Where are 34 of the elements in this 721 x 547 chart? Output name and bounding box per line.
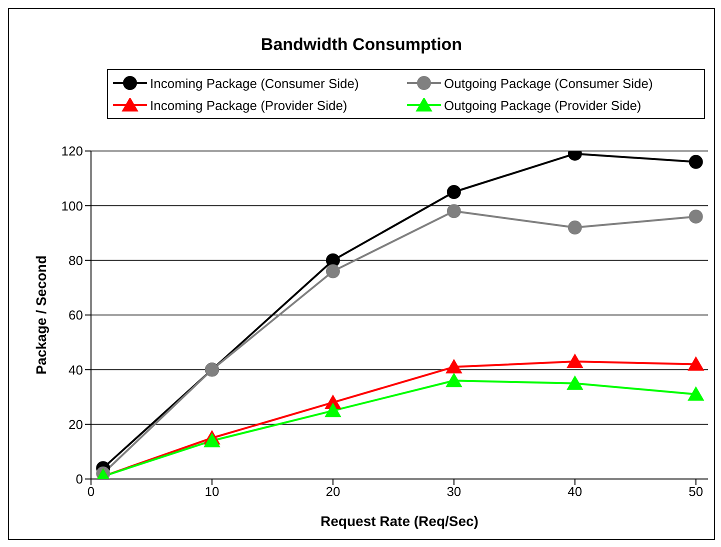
y-tick-label: 60 <box>68 308 83 323</box>
point <box>324 403 341 418</box>
x-tick-label: 30 <box>446 484 462 500</box>
x-tick-label: 20 <box>326 484 340 500</box>
point <box>446 373 462 388</box>
point <box>204 433 220 448</box>
legend-label: Incoming Package (Consumer Side) <box>150 76 359 90</box>
y-tick-label: 80 <box>68 252 83 268</box>
legend-label: Outgoing Package (Consumer Side) <box>444 76 653 90</box>
y-tick-label: 100 <box>61 198 83 214</box>
x-tick-label: 0 <box>87 484 95 500</box>
point <box>688 356 704 371</box>
x-axis-title: Request Rate (Req/Sec) <box>320 513 478 529</box>
x-tick-label: 40 <box>568 484 582 500</box>
y-tick-label: 20 <box>68 416 83 432</box>
point <box>688 386 704 401</box>
point <box>568 220 582 235</box>
x-tick-label: 10 <box>204 484 220 500</box>
y-tick-label: 120 <box>61 144 83 159</box>
y-axis-title: Package / Second <box>32 255 49 375</box>
point <box>446 185 461 199</box>
legend-label: Incoming Package (Provider Side) <box>150 98 348 112</box>
point <box>688 210 703 224</box>
point <box>566 376 583 390</box>
point <box>326 264 340 278</box>
point <box>688 154 703 169</box>
legend-label: Outgoing Package (Provider Side) <box>444 98 642 112</box>
chart-title: Bandwidth Consumption <box>260 35 464 55</box>
y-tick-label: 0 <box>76 472 83 487</box>
point <box>566 354 583 368</box>
y-tick-label: 40 <box>68 362 83 378</box>
x-tick-label: 50 <box>688 484 704 500</box>
point <box>446 359 462 374</box>
point <box>446 204 461 218</box>
